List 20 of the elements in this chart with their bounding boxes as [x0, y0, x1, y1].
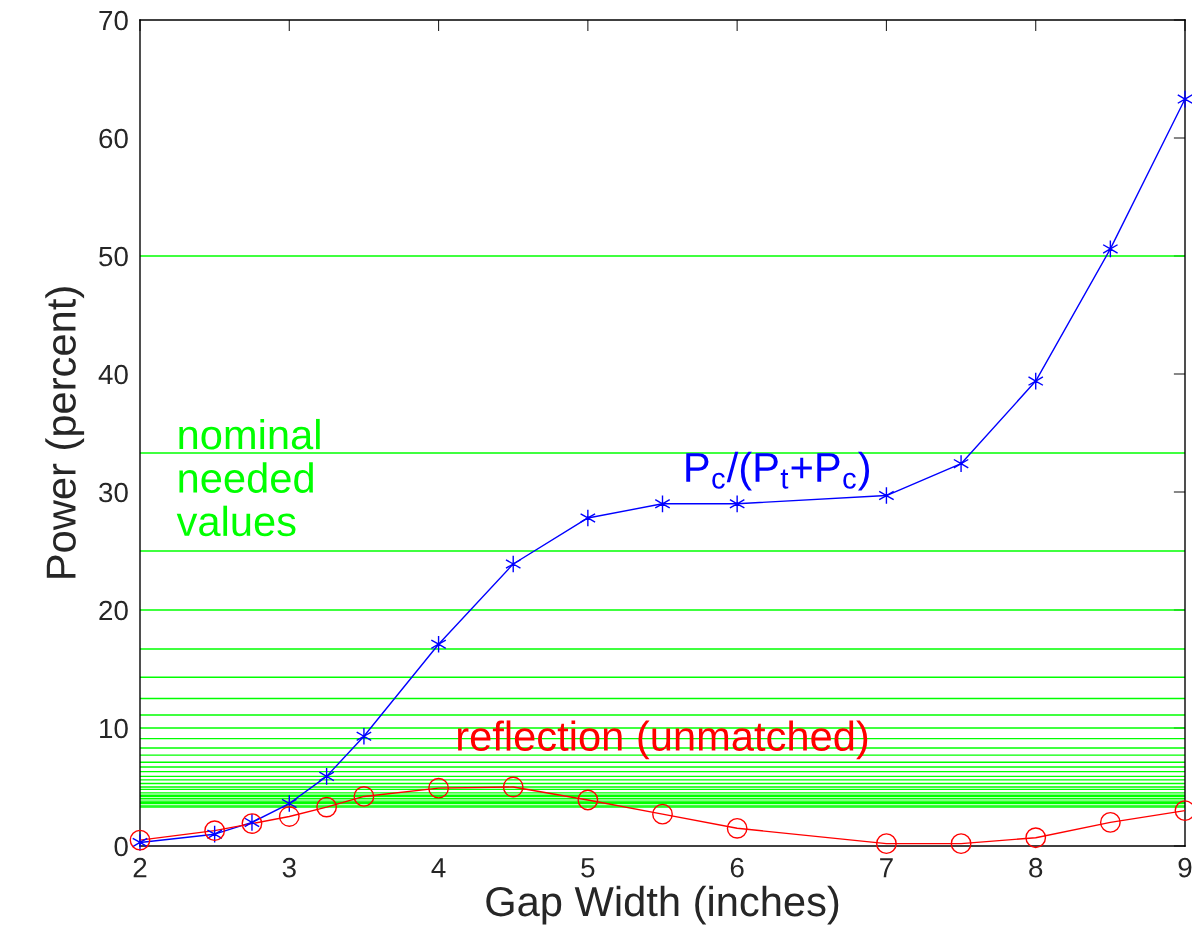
x-axis-title: Gap Width (inches)	[486, 885, 839, 925]
series-label: P$_{c}$/(P$_{t}$+P$_{c}$)	[686, 451, 870, 491]
y-tick-label: 60	[99, 128, 128, 149]
y-axis-title: Power (percent)	[45, 287, 85, 578]
x-tick-label: 4	[431, 858, 446, 878]
x-tick-label: 6	[730, 857, 744, 878]
x-tick-label: 2	[133, 857, 147, 878]
y-tick-label: 30	[99, 482, 128, 503]
y-tick-label: 40	[98, 364, 128, 385]
x-tick-label: 7	[880, 858, 893, 878]
x-tick-label: 9	[1178, 857, 1192, 878]
y-tick-label: 70	[99, 10, 128, 31]
x-tick-label: 5	[581, 858, 595, 878]
y-tick-label: 0	[114, 836, 128, 857]
x-tick-label: 3	[282, 857, 296, 878]
x-tick-label: 8	[1029, 857, 1043, 878]
y-tick-label: 50	[99, 246, 128, 267]
annotation: nominal needed values	[176, 418, 320, 537]
y-tick-label: 10	[100, 718, 128, 739]
y-tick-label: 20	[99, 600, 128, 621]
